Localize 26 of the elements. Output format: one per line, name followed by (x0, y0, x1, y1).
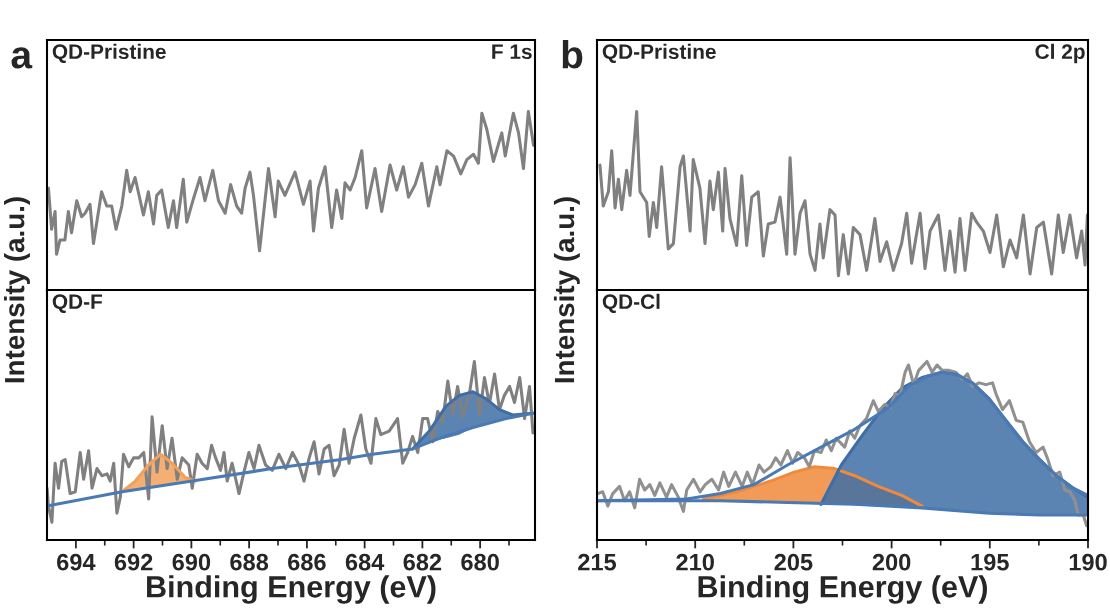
x-tick-label: 200 (872, 553, 911, 571)
x-tick-label: 690 (172, 553, 211, 571)
x-tick-label: 680 (461, 553, 499, 571)
text: QD-F (52, 294, 103, 313)
x-tick-label: 682 (403, 553, 442, 571)
text: F 1s (492, 44, 532, 60)
text: QD-Pristine (602, 43, 716, 63)
x-tick-label: 205 (774, 553, 813, 571)
text: QD-Cl (602, 293, 660, 313)
text: Cl 2p (1035, 43, 1085, 64)
x-tick-label: 686 (288, 553, 326, 571)
x-tick-label: 692 (114, 553, 153, 571)
x-tick-label: 215 (578, 553, 617, 571)
x-tick-label: 195 (971, 553, 1009, 571)
x-tick-label: 190 (1069, 553, 1107, 571)
text: b (562, 40, 583, 69)
x-axis-title: Binding Energy (eV) (698, 575, 987, 604)
x-tick-label: 688 (230, 553, 269, 571)
x-axis-title: Binding Energy (eV) (147, 575, 436, 604)
y-axis-title: Intensity (a.u.) (4, 197, 30, 383)
x-tick-label: 684 (345, 553, 385, 571)
y-axis-title: Intensity (a.u.) (553, 197, 580, 383)
x-tick-label: 210 (676, 553, 714, 571)
text: QD-Pristine (52, 43, 166, 63)
x-tick-label: 694 (57, 553, 96, 571)
text: a (11, 47, 33, 69)
